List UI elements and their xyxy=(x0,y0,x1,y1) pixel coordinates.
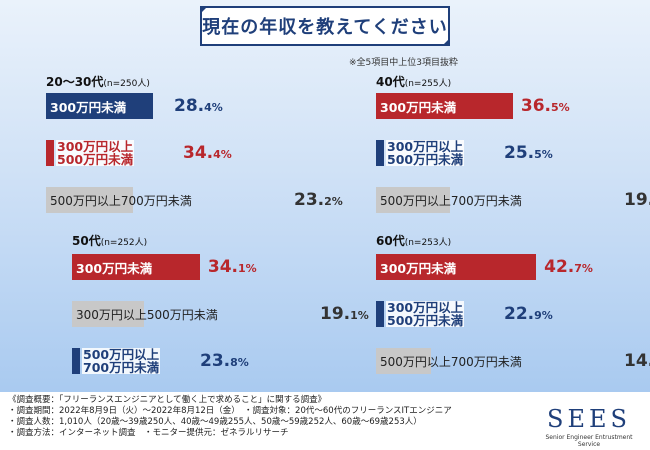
group-n: (n=255人) xyxy=(404,79,452,89)
bar-value-label: 22.9% xyxy=(504,304,553,324)
value-int: 19. xyxy=(624,190,650,210)
bar xyxy=(376,348,431,374)
value-dec: 8% xyxy=(230,356,249,369)
value-int: 25. xyxy=(504,143,535,163)
value-int: 23. xyxy=(294,190,325,210)
group-name: 20～30代 xyxy=(46,75,104,89)
bar xyxy=(72,254,200,280)
group-name: 40代 xyxy=(376,75,405,89)
category-line: 300万円以上 xyxy=(386,139,465,154)
value-dec: 1% xyxy=(350,309,369,322)
bar-value-label: 36.5% xyxy=(521,96,570,116)
bar xyxy=(376,140,384,166)
footer-line: 《調査概要：「フリーランスエンジニアとして働く上で求めること」に関する調査》 xyxy=(8,395,327,405)
title-corner-decoration xyxy=(200,6,208,14)
group-label: 40代(n=255人) xyxy=(376,73,451,90)
value-dec: 1% xyxy=(238,262,257,275)
category-line: 500万円未満 xyxy=(386,313,465,328)
bar xyxy=(46,140,54,166)
logo-tagline: Senior Engineer Entrustment Service xyxy=(545,434,633,448)
bar xyxy=(376,93,513,119)
group-n: (n=250人) xyxy=(103,79,150,89)
bar-category-label: 300万円未満 xyxy=(50,99,127,115)
category-line: 500万円以上 xyxy=(82,347,161,362)
sees-logo: SEES Senior Engineer Entrustment Service xyxy=(535,405,643,448)
bar xyxy=(46,187,133,213)
bar-value-label: 19.1% xyxy=(320,304,369,324)
footer-line: ・調査期間：2022年8月9日（火）～2022年8月12日（金） ・調査対象：2… xyxy=(8,406,452,416)
bar-value-label: 23.2% xyxy=(294,190,343,210)
value-dec: 9% xyxy=(534,309,553,322)
bar-value-label: 25.5% xyxy=(504,143,553,163)
bar xyxy=(376,254,537,280)
logo-text: SEES xyxy=(547,405,631,433)
group-n: (n=253人) xyxy=(404,238,452,248)
group-name: 60代 xyxy=(376,234,405,248)
bar xyxy=(46,93,153,119)
bar-value-label: 23.8% xyxy=(200,351,249,371)
value-dec: 5% xyxy=(534,148,553,161)
value-int: 42. xyxy=(544,257,575,277)
category-line: 500万円未満 xyxy=(56,152,135,167)
value-int: 14. xyxy=(624,351,650,371)
bar-category-label: 500万円以上700万円未満 xyxy=(380,193,522,208)
footer-line: ・調査方法：インターネット調査 ・モニター提供元：ゼネラルリサーチ xyxy=(8,428,289,438)
bar-value-label: 42.7% xyxy=(544,257,593,277)
bar-category-label: 500万円以上700万円未満 xyxy=(380,354,522,369)
bar-value-label: 19.6% xyxy=(624,190,650,210)
category-line: 300万円以上 xyxy=(56,139,135,154)
title-corner-decoration xyxy=(442,38,450,46)
value-dec: 4% xyxy=(204,101,223,114)
bar-value-label: 28.4% xyxy=(174,96,223,116)
footer-line: ・調査人数：1,010人（20歳～39歳250人、40歳～49歳255人、50歳… xyxy=(8,417,422,427)
group-label: 50代(n=252人) xyxy=(72,232,147,249)
group-label: 20～30代(n=250人) xyxy=(46,73,150,90)
value-int: 34. xyxy=(183,143,214,163)
category-line: 700万円未満 xyxy=(82,360,161,375)
bar xyxy=(72,301,144,327)
value-int: 23. xyxy=(200,351,231,371)
bar-category-label: 300万円以上500万円未満 xyxy=(76,307,218,322)
value-dec: 7% xyxy=(574,262,593,275)
bar-value-label: 34.4% xyxy=(183,143,232,163)
value-int: 36. xyxy=(520,96,551,116)
bar xyxy=(72,348,80,374)
bar-value-label: 34.1% xyxy=(208,257,257,277)
group-n: (n=252人) xyxy=(100,238,148,248)
value-int: 22. xyxy=(504,304,535,324)
value-int: 19. xyxy=(320,304,351,324)
survey-footer: 《調査概要：「フリーランスエンジニアとして働く上で求めること」に関する調査》 ・… xyxy=(8,395,508,439)
value-dec: 5% xyxy=(551,101,570,114)
category-line: 300万円以上 xyxy=(386,300,465,315)
bar xyxy=(376,301,384,327)
value-dec: 4% xyxy=(213,148,232,161)
group-name: 50代 xyxy=(72,234,101,248)
bar xyxy=(376,187,450,213)
category-line: 500万円未満 xyxy=(386,152,465,167)
value-dec: 2% xyxy=(324,195,343,208)
group-label: 60代(n=253人) xyxy=(376,232,451,249)
bar-category-label: 300万円未満 xyxy=(380,99,457,115)
bar-category-label: 300万円未満 xyxy=(380,260,457,276)
note-text: ※全5項目中上位3項目抜粋 xyxy=(349,58,458,68)
value-int: 28. xyxy=(174,96,205,116)
chart-title: 現在の年収を教えてください xyxy=(200,6,450,46)
bar-category-label: 500万円以上700万円未満 xyxy=(50,193,192,208)
value-int: 34. xyxy=(207,257,238,277)
bar-category-label: 300万円未満 xyxy=(76,260,153,276)
bar-value-label: 14.6% xyxy=(624,351,650,371)
